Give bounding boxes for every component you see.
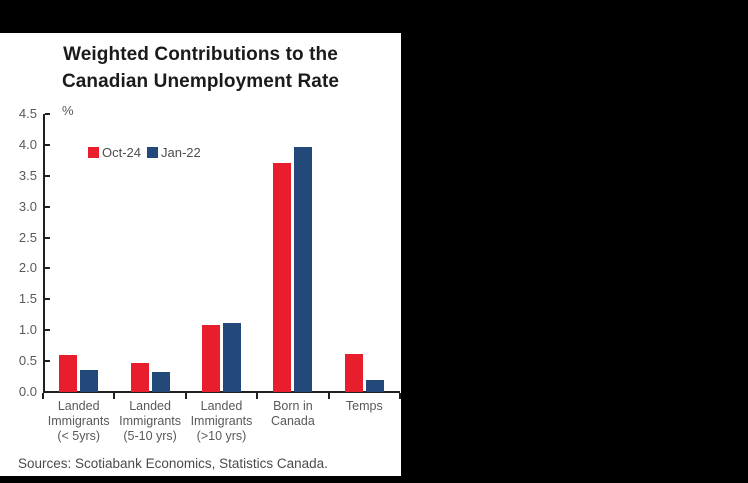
x-axis-tick [42,393,44,399]
bar-jan-22-1 [151,372,170,392]
y-axis-unit-label: % [62,103,74,118]
y-axis-tick [45,329,50,332]
x-axis-category-label-line: Temps [345,399,383,413]
bar-oct-24-2 [202,325,220,392]
y-axis-tick [45,143,50,146]
y-axis-tick [45,360,50,363]
x-axis-category-label-line: Immigrants [119,414,181,428]
bar-oct-24-4 [344,353,363,392]
y-axis-tick-label: 2.0 [18,260,37,276]
chart-panel: Weighted Contributions to the Canadian U… [0,33,401,476]
x-axis-category-label: Landed Immigrants (>10 yrs) [184,399,260,444]
y-axis-tick [45,298,50,301]
y-axis-tick [45,113,50,115]
x-axis-category-label-line: (5-10 yrs) [123,429,177,443]
y-axis-line [43,114,45,393]
legend-label-oct-24: Oct-24 [102,145,142,160]
legend-label-jan-22: Jan-22 [161,145,201,160]
y-axis-tick-label: 4.5 [18,106,37,121]
x-axis-category-label-line: (>10 yrs) [196,429,247,443]
bar-oct-24-1 [130,362,149,392]
bar-oct-24-0 [59,354,78,392]
x-axis-category-label: Born in Canada [255,399,331,429]
x-axis-tick [113,393,116,399]
y-axis-tick-label: 1.0 [18,322,37,338]
x-axis-tick [327,393,330,399]
x-axis-tick [256,393,259,399]
y-axis-tick [45,205,50,208]
x-axis-category-label-line: Landed [129,399,171,413]
legend-item-oct-24: Oct-24 [88,145,141,160]
x-axis-category-label-line: Immigrants [47,414,110,428]
chart-title: Weighted Contributions to the Canadian U… [61,44,340,92]
x-axis-category-label: Landed Immigrants (5-10 yrs) [112,399,188,444]
bar-jan-22-4 [365,380,384,392]
y-axis-tick-label: 3.0 [18,198,37,214]
y-axis-tick-label: 3.5 [18,167,37,183]
x-axis-category-label-line: Canada [270,414,315,428]
x-axis-line [43,391,400,393]
x-axis-category-label: Landed Immigrants (< 5yrs) [41,399,117,444]
x-axis-category-label-line: Landed [57,399,100,413]
legend-swatch-oct-24 [88,147,99,158]
legend-item-jan-22: Jan-22 [147,145,201,160]
x-axis-category-label: Temps [326,399,402,414]
bar-jan-22-3 [294,146,313,392]
y-axis-tick-label: 0.5 [18,353,37,369]
x-axis-category-label-line: Landed [200,399,243,413]
y-axis-tick-label: 0.0 [18,384,37,399]
legend-swatch-jan-22 [147,147,159,158]
bar-jan-22-0 [80,370,99,392]
bar-jan-22-2 [223,322,241,392]
y-axis-tick [45,174,50,177]
legend: Oct-24 Jan-22 [88,145,201,160]
y-axis-tick-label: 1.5 [18,291,37,307]
y-axis-tick-label: 2.5 [18,229,37,245]
x-axis-tick [184,393,187,399]
y-axis-tick-label: 4.0 [18,136,37,152]
x-axis-tick [399,393,401,399]
x-axis-category-label-line: Born in [273,399,313,413]
y-axis-tick [45,236,50,239]
y-axis-tick [45,267,50,270]
x-axis-category-label-line: (< 5yrs) [57,429,101,443]
bar-oct-24-3 [273,163,292,392]
sources-note: Sources: Scotiabank Economics, Statistic… [18,456,328,471]
x-axis-category-label-line: Immigrants [190,414,253,428]
